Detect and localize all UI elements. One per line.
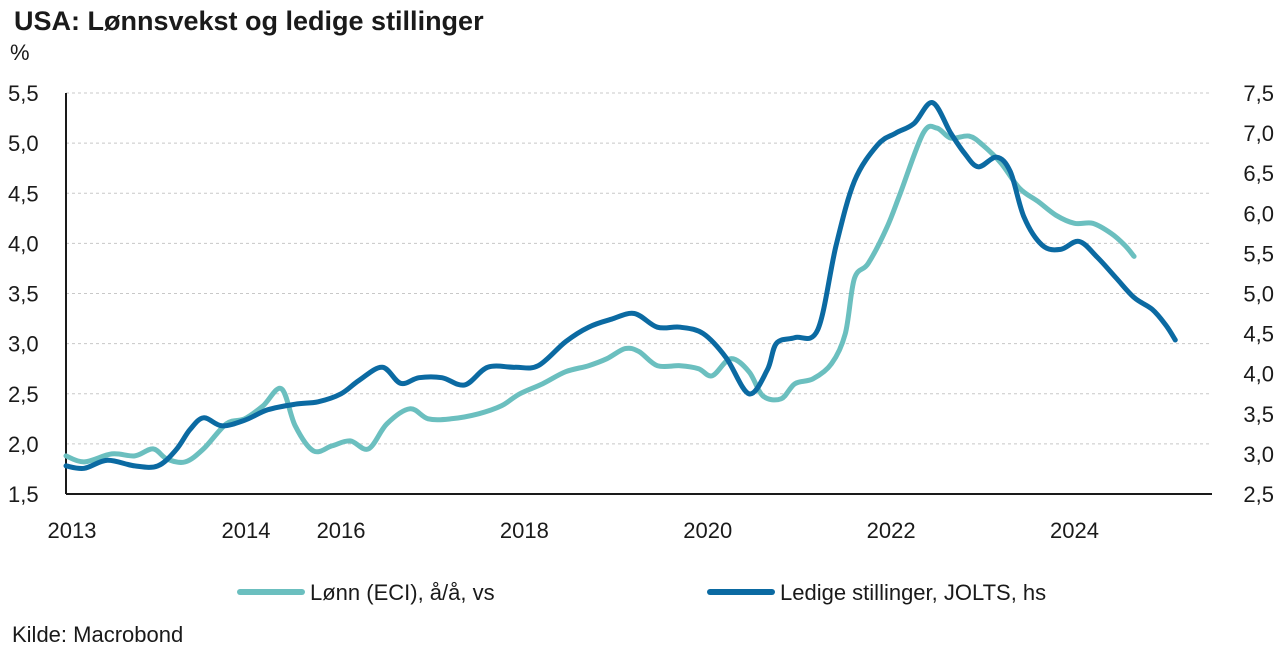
y-right-tick-label: 6,5 — [1243, 161, 1274, 186]
x-tick-label: 2018 — [500, 518, 549, 543]
y-left-tick-label: 3,0 — [8, 332, 39, 357]
x-tick-label: 2022 — [867, 518, 916, 543]
y-left-tick-label: 5,0 — [8, 131, 39, 156]
y-right-tick-label: 6,0 — [1243, 201, 1274, 226]
y-right-tick-label: 7,0 — [1243, 121, 1274, 146]
legend-label: Ledige stillinger, JOLTS, hs — [780, 580, 1046, 605]
y-right-tick-label: 5,0 — [1243, 282, 1274, 307]
y-left-tick-label: 1,5 — [8, 482, 39, 507]
series-line-jolts — [63, 100, 1178, 471]
x-tick-label: 2014 — [222, 518, 271, 543]
y-left-tick-label: 3,5 — [8, 282, 39, 307]
x-tick-label: 2020 — [683, 518, 732, 543]
x-tick-label: 2016 — [317, 518, 366, 543]
y-left-tick-label: 4,0 — [8, 231, 39, 256]
source-text: Kilde: Macrobond — [12, 622, 184, 647]
y-left-tick-label: 5,5 — [8, 81, 39, 106]
y-right-tick-label: 4,5 — [1243, 322, 1274, 347]
y-right-tick-label: 3,5 — [1243, 402, 1274, 427]
y-right-tick-label: 4,0 — [1243, 362, 1274, 387]
series-line-eci — [63, 123, 1137, 465]
y-left-tick-label: 4,5 — [8, 181, 39, 206]
y-right-tick-label: 5,5 — [1243, 241, 1274, 266]
y-right-tick-label: 3,0 — [1243, 442, 1274, 467]
x-tick-label: 2013 — [48, 518, 97, 543]
legend-label: Lønn (ECI), å/å, vs — [310, 580, 495, 605]
unit-label: % — [10, 40, 30, 65]
y-left-tick-label: 2,5 — [8, 382, 39, 407]
chart-title: USA: Lønnsvekst og ledige stillinger — [14, 6, 484, 36]
y-right-tick-label: 2,5 — [1243, 482, 1274, 507]
y-left-tick-label: 2,0 — [8, 432, 39, 457]
x-tick-label: 2024 — [1050, 518, 1099, 543]
y-right-tick-label: 7,5 — [1243, 81, 1274, 106]
